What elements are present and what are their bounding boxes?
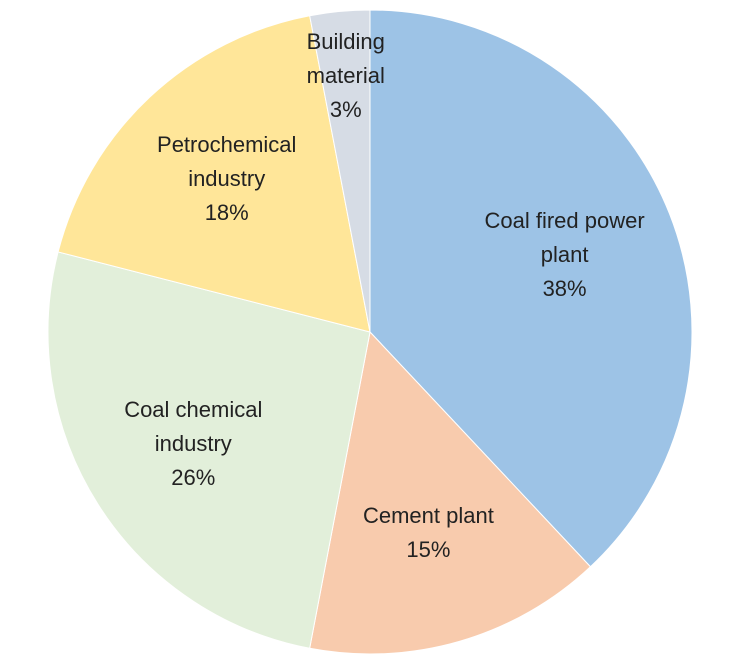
value-label: 26% (171, 465, 216, 491)
pie-slice (57, 15, 371, 333)
pie-slice (309, 9, 371, 333)
category-label: Building material (306, 28, 385, 88)
pie-slice (369, 9, 693, 568)
value-label: 18% (204, 200, 249, 226)
slice-label: Petrochemical industry 18% (132, 128, 322, 230)
value-label: 38% (542, 275, 587, 301)
pie-slice (309, 330, 592, 655)
pie-slice (47, 251, 371, 649)
slice-label: Building material 3% (286, 25, 406, 127)
value-label: 15% (406, 536, 451, 562)
slice-label: Coal chemical industry 26% (98, 393, 288, 495)
category-label: Coal fired power plant (484, 207, 645, 267)
value-label: 3% (329, 96, 362, 122)
category-label: Cement plant (362, 502, 494, 528)
category-label: Petrochemical industry (157, 132, 297, 192)
slice-label: Coal fired power plant 38% (470, 204, 660, 306)
category-label: Coal chemical industry (124, 397, 263, 457)
slice-label: Cement plant 15% (333, 499, 523, 567)
